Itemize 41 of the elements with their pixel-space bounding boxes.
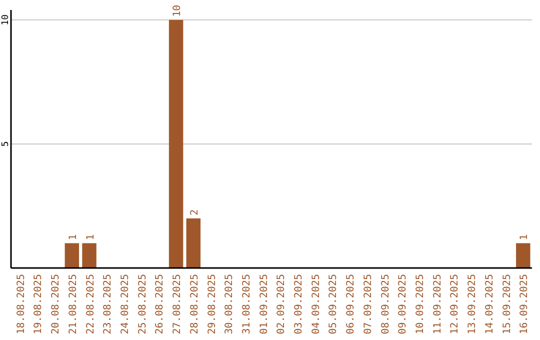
x-tick-label: 01.09.2025 <box>258 274 270 334</box>
x-tick-label: 09.09.2025 <box>398 274 409 334</box>
x-tick-label: 12.09.2025 <box>450 274 461 334</box>
x-tick-label: 20.08.2025 <box>50 274 62 334</box>
x-tick-label: 08.09.2025 <box>380 274 392 334</box>
x-tick-label: 24.08.2025 <box>120 274 131 334</box>
bar <box>516 243 530 268</box>
data-label: 1 <box>519 234 530 240</box>
x-tick-label: 28.08.2025 <box>189 274 200 334</box>
x-tick-label: 10.09.2025 <box>415 274 426 334</box>
y-tick-label: 5 <box>1 141 11 147</box>
data-label: 10 <box>172 4 184 17</box>
x-tick-label: 31.08.2025 <box>241 274 252 334</box>
x-tick-label: 13.09.2025 <box>467 274 478 334</box>
x-tick-label: 30.08.2025 <box>224 274 236 334</box>
x-tick-label: 05.09.2025 <box>328 274 340 334</box>
x-tick-label: 14.09.2025 <box>484 274 496 334</box>
x-tick-label: 07.09.2025 <box>362 274 374 334</box>
data-label: 1 <box>68 234 79 240</box>
x-tick-label: 04.09.2025 <box>310 274 322 334</box>
x-tick-label: 06.09.2025 <box>346 274 357 334</box>
x-tick-label: 15.09.2025 <box>502 274 513 334</box>
x-tick-label: 16.09.2025 <box>519 274 530 334</box>
data-label: 2 <box>189 209 200 216</box>
x-tick-label: 11.09.2025 <box>432 274 444 334</box>
x-tick-label: 02.09.2025 <box>276 274 288 334</box>
x-tick-label: 21.08.2025 <box>68 274 79 334</box>
x-tick-label: 25.08.2025 <box>137 274 148 334</box>
x-tick-label: 26.08.2025 <box>154 274 166 334</box>
bar <box>186 218 201 268</box>
x-tick-label: 03.09.2025 <box>294 274 305 334</box>
data-label: 1 <box>85 234 96 240</box>
bar <box>82 243 96 268</box>
x-tick-label: 27.08.2025 <box>172 274 184 334</box>
bar <box>168 20 184 268</box>
x-tick-label: 19.08.2025 <box>33 274 44 334</box>
x-tick-label: 22.08.2025 <box>85 274 96 334</box>
x-tick-label: 18.08.2025 <box>16 274 27 334</box>
x-tick-label: 23.08.2025 <box>102 274 114 334</box>
x-tick-label: 29.08.2025 <box>206 274 218 334</box>
bar <box>64 243 80 268</box>
